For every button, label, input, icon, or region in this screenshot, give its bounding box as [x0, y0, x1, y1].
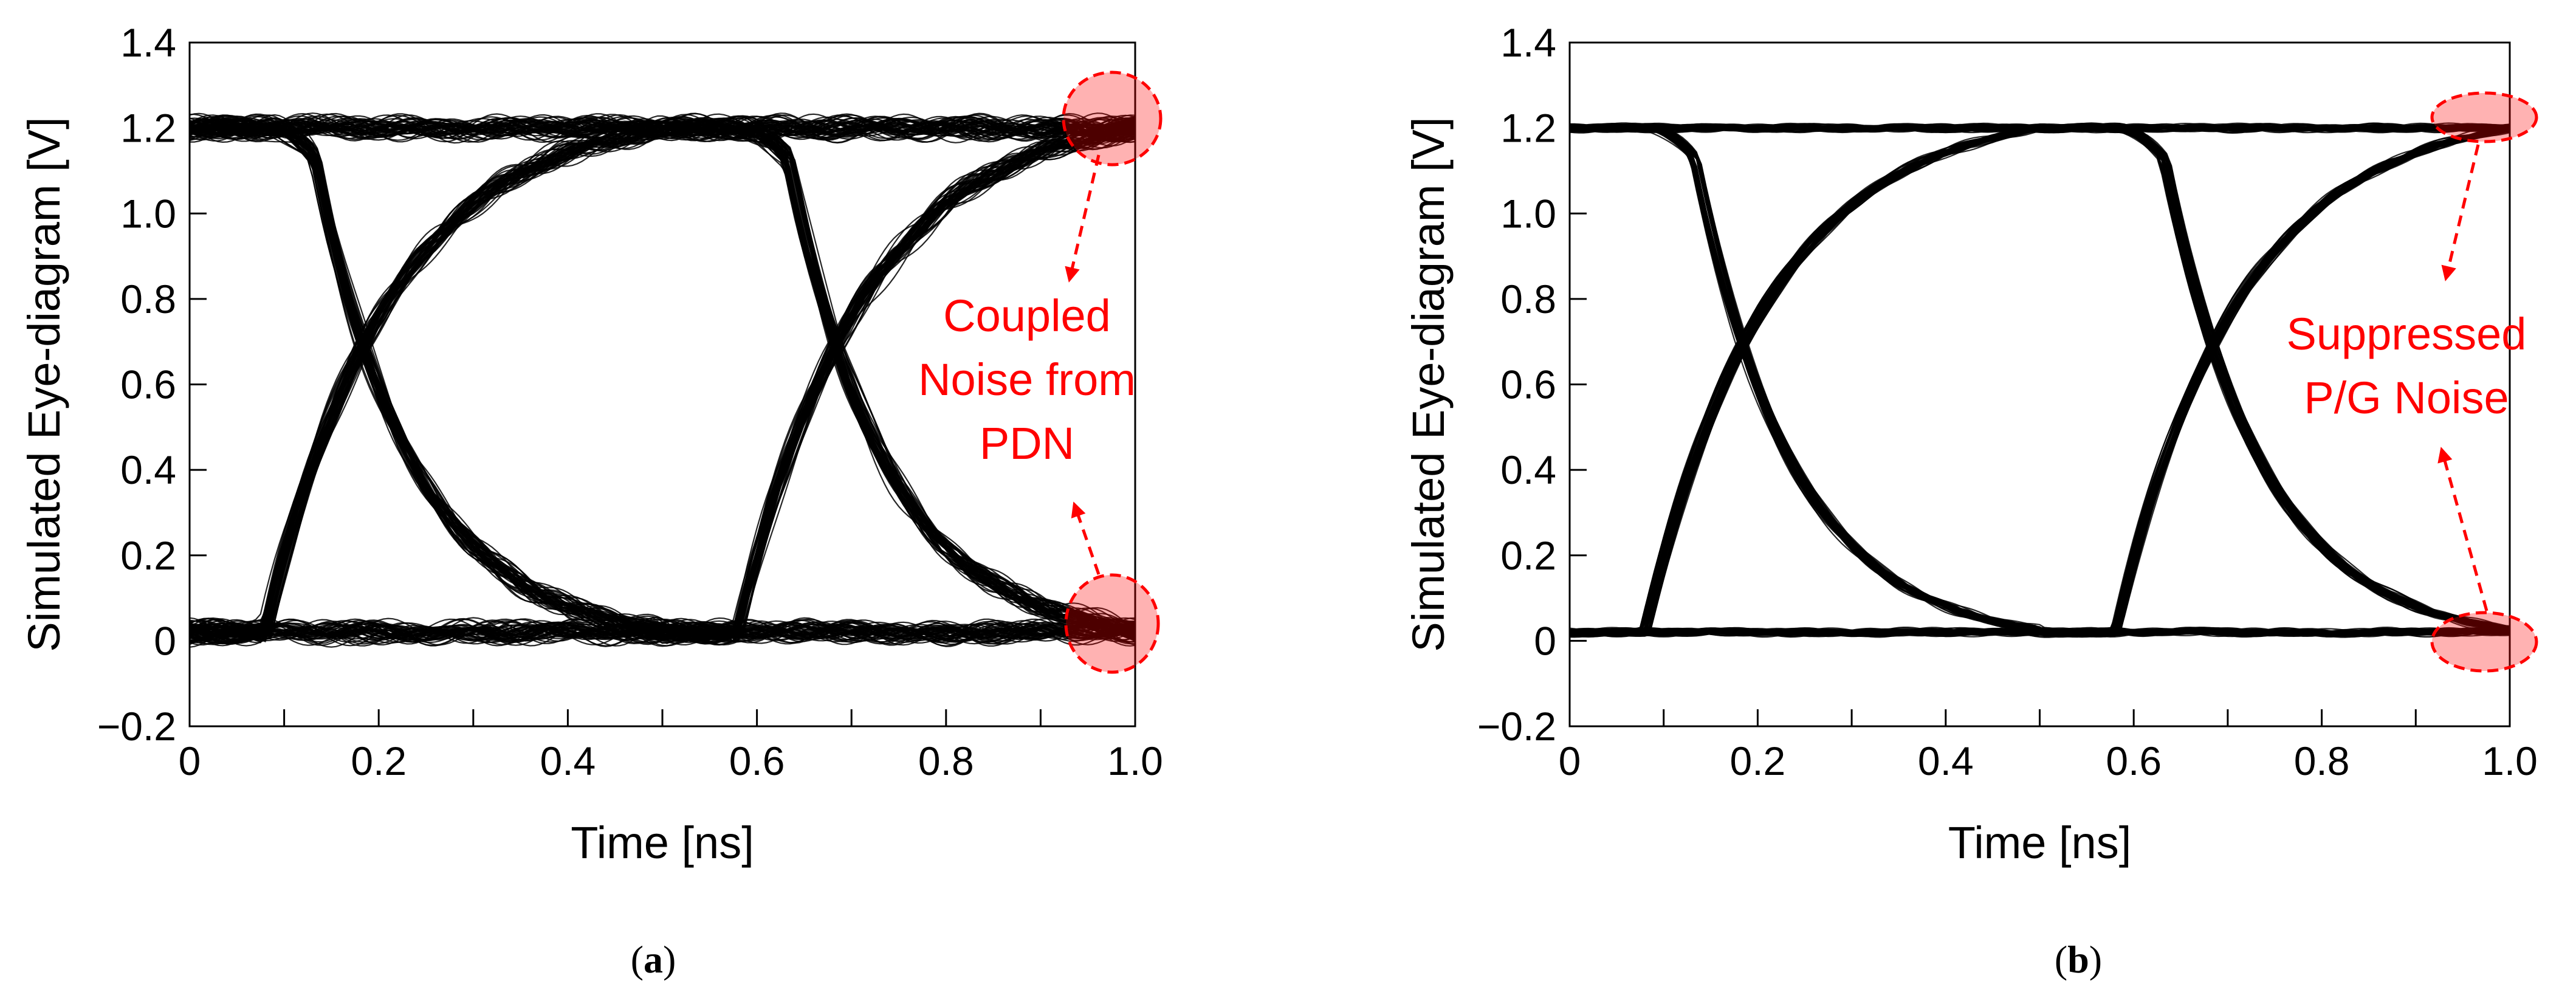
annotation-line-2: P/G Noise	[2304, 373, 2509, 423]
y-axis-ticks: −0.2 0 0.2 0.4 0.6 0.8 1.0 1.2 1.4	[97, 20, 207, 749]
x-tick-label: 0.6	[2106, 738, 2162, 783]
noise-annotation: Suppressed P/G Noise	[2287, 309, 2527, 423]
noise-highlights	[2430, 91, 2538, 673]
y-tick-label: 0	[154, 618, 176, 663]
annotation-arrow	[1071, 501, 1101, 575]
y-tick-label: 1.0	[1500, 191, 1556, 236]
y-tick-label: −0.2	[97, 704, 176, 749]
panel-letter: a	[644, 938, 663, 981]
y-tick-label: 1.4	[1500, 20, 1556, 65]
annotation-line-2: Noise from	[918, 354, 1136, 405]
eye-diagram-panel-b: 0 0.2 0.4 0.6 0.8 1.0 −0.200.20.40.60.81.01.2…	[1403, 20, 2538, 981]
annotation-arrow	[1065, 154, 1101, 283]
panel-label: (a)	[631, 938, 676, 981]
y-axis-ticks: −0.2 0 0.2 0.4 0.6 0.8 1.0 1.2 1.4	[1477, 20, 1587, 749]
y-tick-label: 0.2	[1500, 533, 1556, 578]
eye-trace	[189, 115, 1136, 637]
x-tick-label: 0.4	[540, 738, 596, 783]
eye-trace	[1569, 123, 2510, 633]
eye-trace	[189, 121, 1136, 641]
y-tick-label: 0.4	[120, 447, 176, 492]
x-tick-label: 1.0	[2482, 738, 2538, 783]
annotation-line-3: PDN	[980, 418, 1074, 469]
y-axis-title: Simulated Eye-diagram [V]	[19, 117, 69, 652]
y-tick-label: 0.8	[120, 277, 176, 322]
eye-trace	[189, 122, 1136, 643]
panel-letter: b	[2067, 938, 2089, 981]
eye-trace	[189, 125, 1136, 648]
eye-trace	[189, 118, 1136, 643]
eye-trace	[189, 115, 1136, 630]
x-tick-label: 0.2	[351, 738, 407, 783]
annotation-arrow	[2441, 144, 2480, 281]
noise-highlights	[1062, 71, 1163, 674]
panel-label: (b)	[2055, 938, 2102, 981]
eye-trace	[189, 115, 1136, 628]
y-tick-label: 0.2	[120, 533, 176, 578]
x-tick-label: 0.8	[918, 738, 974, 783]
y-tick-label: 0.8	[1500, 277, 1556, 322]
annotation-arrow	[2437, 447, 2488, 611]
noise-highlight-low	[1064, 573, 1160, 674]
noise-annotation: Coupled Noise from PDN	[918, 291, 1136, 469]
eye-diagram-panel-a: 0 0.2 0.4 0.6 0.8 1.0 −0.200.20.40.60.81.01.2…	[19, 20, 1163, 981]
x-tick-label: 1.0	[1107, 738, 1163, 783]
y-tick-label: 1.4	[120, 20, 176, 65]
eye-trace	[1569, 131, 2510, 637]
x-tick-label: 0	[179, 738, 201, 783]
eye-trace	[189, 116, 1136, 646]
eye-traces	[189, 112, 1136, 648]
eye-trace	[189, 115, 1136, 645]
x-axis-title: Time [ns]	[571, 817, 754, 868]
y-tick-label: 1.0	[120, 191, 176, 236]
y-tick-label: 0.6	[120, 362, 176, 407]
annotation-line-1: Coupled	[943, 291, 1111, 341]
eye-trace	[1569, 128, 2510, 638]
x-axis-title: Time [ns]	[1948, 817, 2132, 868]
y-tick-label: 0.4	[1500, 447, 1556, 492]
x-tick-label: 0.2	[1730, 738, 1786, 783]
eye-trace	[1569, 123, 2510, 630]
annotation-line-1: Suppressed	[2287, 309, 2527, 359]
eye-trace	[189, 117, 1136, 636]
x-tick-label: 0.4	[1918, 738, 1974, 783]
x-axis-ticks: 0 0.2 0.4 0.6 0.8 1.0	[179, 709, 1163, 783]
noise-highlight-high	[1062, 71, 1163, 167]
y-tick-label: −0.2	[1477, 704, 1556, 749]
x-tick-label: 0.6	[729, 738, 785, 783]
y-tick-label: 0.6	[1500, 362, 1556, 407]
noise-highlight-high	[2430, 91, 2538, 143]
y-tick-label: 1.2	[120, 106, 176, 151]
x-tick-label: 0.8	[2294, 738, 2350, 783]
x-axis-ticks: 0 0.2 0.4 0.6 0.8 1.0	[1559, 709, 2538, 783]
eye-trace	[1569, 125, 2510, 638]
eye-trace	[1569, 124, 2510, 638]
eye-trace	[189, 117, 1136, 640]
eye-trace	[189, 125, 1136, 641]
y-axis-title: Simulated Eye-diagram [V]	[1403, 117, 1454, 652]
x-tick-label: 0	[1559, 738, 1581, 783]
y-tick-label: 1.2	[1500, 106, 1556, 151]
eye-trace	[189, 119, 1136, 646]
noise-highlight-low	[2430, 611, 2538, 673]
y-tick-label: 0	[1534, 618, 1556, 663]
eye-traces	[1569, 122, 2510, 638]
